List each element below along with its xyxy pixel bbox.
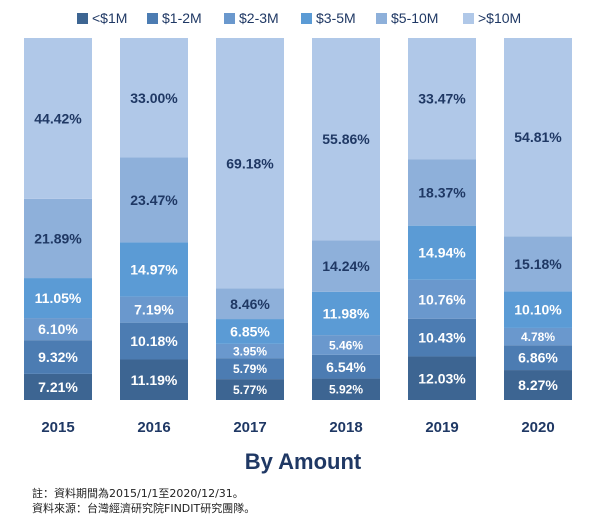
bar-segment-2020-1 <box>504 345 572 371</box>
data-label-2020-4: 15.18% <box>514 256 562 272</box>
data-label-2020-3: 10.10% <box>514 302 562 318</box>
data-label-2017-1: 5.79% <box>233 362 267 376</box>
bar-segment-2019-3 <box>408 225 476 280</box>
footnotes: 註：資料期間為2015/1/1至2020/12/31。 資料來源：台灣經濟研究院… <box>32 486 255 516</box>
legend-swatch-5 <box>463 13 474 24</box>
bar-segment-2020-2 <box>504 327 572 346</box>
bar-segment-2017-4 <box>216 288 284 320</box>
bar-segment-2018-0 <box>312 378 380 400</box>
data-label-2019-1: 10.43% <box>418 330 466 346</box>
data-label-2017-5: 69.18% <box>226 155 274 171</box>
bar-segment-2017-5 <box>216 38 284 289</box>
bar-segment-2015-3 <box>24 278 92 319</box>
data-label-2015-4: 21.89% <box>34 230 82 246</box>
legend-label-0: <$1M <box>92 10 127 26</box>
bar-segment-2016-2 <box>120 296 188 323</box>
legend-label-2: $2-3M <box>239 10 279 26</box>
data-label-2015-2: 6.10% <box>38 321 78 337</box>
x-tick-label-2015: 2015 <box>41 419 74 436</box>
x-tick-label-2016: 2016 <box>137 419 170 436</box>
legend-swatch-4 <box>376 13 387 24</box>
bar-segment-2019-1 <box>408 318 476 357</box>
bar-segment-2020-5 <box>504 38 572 237</box>
bar-segment-2020-4 <box>504 236 572 292</box>
bar-segment-2017-2 <box>216 343 284 359</box>
data-label-2020-1: 6.86% <box>518 350 558 366</box>
data-label-2016-0: 11.19% <box>131 372 178 388</box>
bar-segment-2019-2 <box>408 279 476 319</box>
data-label-2016-4: 23.47% <box>130 192 178 208</box>
bar-segment-2020-3 <box>504 291 572 328</box>
chart-title: By Amount <box>245 449 362 474</box>
bar-segment-2019-0 <box>408 356 476 400</box>
bar-segment-2018-3 <box>312 291 380 336</box>
data-label-2018-5: 55.86% <box>322 131 370 147</box>
data-label-2016-5: 33.00% <box>130 90 178 106</box>
data-label-2016-2: 7.19% <box>134 302 174 318</box>
data-label-2015-5: 44.42% <box>34 110 82 126</box>
data-label-2018-1: 6.54% <box>326 359 366 375</box>
note-period: 註：資料期間為2015/1/1至2020/12/31。 <box>32 487 244 500</box>
data-label-2019-5: 33.47% <box>418 91 466 107</box>
legend-label-3: $3-5M <box>316 10 356 26</box>
bar-segment-2016-3 <box>120 242 188 297</box>
plot-area: 7.21% 9.32% 6.10% 11.05% 21.89% 44.42% 11.19% 1… <box>24 38 572 400</box>
legend-label-5: >$10M <box>478 10 521 26</box>
data-label-2018-4: 14.24% <box>322 258 370 274</box>
legend-swatch-3 <box>301 13 312 24</box>
bar-segment-2015-0 <box>24 373 92 400</box>
data-label-2019-0: 12.03% <box>418 370 466 386</box>
bar-segment-2016-1 <box>120 322 188 360</box>
data-label-2018-0: 5.92% <box>329 383 363 397</box>
bar-segment-2017-0 <box>216 379 284 400</box>
data-label-2019-3: 14.94% <box>418 245 466 261</box>
bar-segment-2017-1 <box>216 358 284 380</box>
data-label-2015-1: 9.32% <box>38 349 78 365</box>
x-axis-ticks: 2015 2016 2017 2018 2019 2020 <box>41 419 554 436</box>
bar-segment-2019-4 <box>408 159 476 226</box>
bar-segment-2018-4 <box>312 240 380 292</box>
bar-segment-2018-1 <box>312 354 380 379</box>
bar-segment-2016-4 <box>120 157 188 243</box>
x-tick-label-2020: 2020 <box>521 419 554 436</box>
bar-segment-2015-5 <box>24 38 92 199</box>
bar-segment-2015-1 <box>24 340 92 374</box>
bar-segment-2016-0 <box>120 359 188 400</box>
data-label-2015-0: 7.21% <box>38 379 78 395</box>
data-label-2017-3: 6.85% <box>230 323 270 339</box>
bar-segment-2017-3 <box>216 319 284 344</box>
note-source: 資料來源：台灣經濟研究院FINDIT研究團隊。 <box>32 502 256 515</box>
bar-segment-2015-2 <box>24 318 92 341</box>
data-label-2017-2: 3.95% <box>233 344 267 358</box>
data-label-2016-3: 14.97% <box>130 262 178 278</box>
data-label-2018-2: 5.46% <box>329 338 363 352</box>
legend-swatch-1 <box>147 13 158 24</box>
legend-swatch-0 <box>77 13 88 24</box>
bar-segment-2020-0 <box>504 370 572 400</box>
data-label-2020-5: 54.81% <box>514 129 562 145</box>
data-label-2018-3: 11.98% <box>323 305 370 321</box>
data-label-2017-4: 8.46% <box>230 296 270 312</box>
legend: <$1M $1-2M $2-3M $3-5M $5-10M >$10M <box>77 10 521 26</box>
legend-label-1: $1-2M <box>162 10 202 26</box>
data-label-2015-3: 11.05% <box>35 290 82 306</box>
bar-segment-2019-5 <box>408 38 476 160</box>
bar-segment-2018-5 <box>312 38 380 241</box>
x-tick-label-2017: 2017 <box>233 419 266 436</box>
data-label-2017-0: 5.77% <box>233 383 267 397</box>
bar-segment-2016-5 <box>120 38 188 158</box>
data-label-2016-1: 10.18% <box>130 333 178 349</box>
data-label-2020-2: 4.78% <box>521 330 555 344</box>
x-tick-label-2019: 2019 <box>425 419 458 436</box>
legend-swatch-2 <box>224 13 235 24</box>
bar-segment-2018-2 <box>312 335 380 355</box>
data-label-2020-0: 8.27% <box>518 377 558 393</box>
legend-label-4: $5-10M <box>391 10 438 26</box>
data-label-2019-2: 10.76% <box>418 291 466 307</box>
bar-segment-2015-4 <box>24 198 92 279</box>
data-label-2019-4: 18.37% <box>418 184 466 200</box>
x-tick-label-2018: 2018 <box>329 419 362 436</box>
